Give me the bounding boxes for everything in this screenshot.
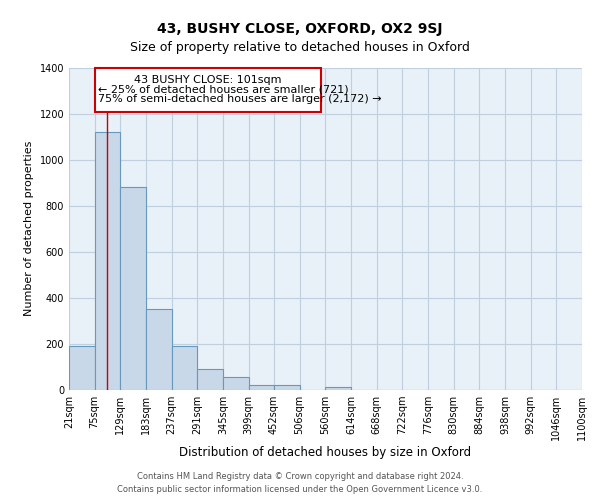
Text: Size of property relative to detached houses in Oxford: Size of property relative to detached ho… [130,41,470,54]
Bar [121,188,146,390]
Bar [172,346,197,390]
FancyBboxPatch shape [95,68,320,112]
Text: 43 BUSHY CLOSE: 101sqm: 43 BUSHY CLOSE: 101sqm [134,75,281,85]
Bar [223,378,249,390]
Y-axis label: Number of detached properties: Number of detached properties [24,141,34,316]
Text: ← 25% of detached houses are smaller (721): ← 25% of detached houses are smaller (72… [98,84,349,94]
Bar [249,385,274,390]
Text: 75% of semi-detached houses are larger (2,172) →: 75% of semi-detached houses are larger (… [98,94,382,104]
Text: Contains HM Land Registry data © Crown copyright and database right 2024.: Contains HM Land Registry data © Crown c… [137,472,463,481]
Bar [274,386,299,390]
Bar [197,370,223,390]
Text: 43, BUSHY CLOSE, OXFORD, OX2 9SJ: 43, BUSHY CLOSE, OXFORD, OX2 9SJ [157,22,443,36]
Bar [95,132,121,390]
X-axis label: Distribution of detached houses by size in Oxford: Distribution of detached houses by size … [179,446,472,458]
Text: Contains public sector information licensed under the Open Government Licence v3: Contains public sector information licen… [118,485,482,494]
Bar [69,346,95,390]
Bar [146,310,172,390]
Bar [325,386,351,390]
